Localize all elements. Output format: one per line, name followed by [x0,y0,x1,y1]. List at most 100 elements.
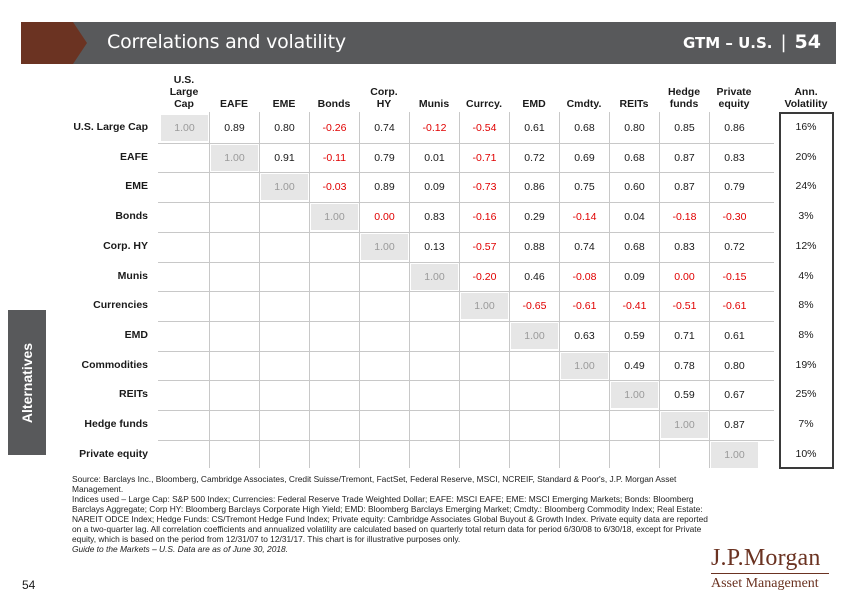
correlation-cell: -0.61 [572,300,597,313]
correlation-cell: 0.68 [624,151,645,164]
volatility-cell: 4% [798,269,814,282]
correlation-cell: 0.87 [724,419,745,431]
logo-subtitle: Asset Management [711,576,819,591]
correlation-cell: 0.86 [524,181,545,194]
row-label: Currencies [93,299,148,312]
row-label: Commodities [81,358,148,371]
correlation-cell: -0.15 [722,270,747,283]
section-tab: Alternatives [8,310,46,455]
header-meta: GTM – U.S. | 54 [683,31,821,53]
correlation-cell: 0.29 [524,211,545,224]
correlation-cell: 0.09 [624,270,645,283]
correlation-cell: -0.65 [522,300,547,313]
grid-line [158,231,774,233]
header-separator: | [780,32,787,53]
footnotes: Source: Barclays Inc., Bloomberg, Cambri… [72,474,712,554]
volatility-cell: 8% [798,299,814,312]
grid-line [309,112,310,468]
correlation-cell: -0.08 [572,270,597,283]
correlation-cell: -0.18 [672,211,697,224]
column-header: REITs [619,98,649,110]
grid-line [709,112,710,468]
row-label: Corp. HY [103,239,148,252]
volatility-cell: 16% [795,121,817,133]
correlation-cell: 0.83 [674,240,695,253]
volatility-header: Ann. Volatility [784,86,828,110]
correlation-cell: 0.46 [524,270,545,283]
correlation-cell: 0.69 [574,151,595,164]
diagonal-cell: 1.00 [161,115,208,141]
diagonal-cell: 1.00 [361,233,408,260]
volatility-box [779,112,834,469]
correlation-cell: 0.74 [574,240,595,253]
correlation-cell: 0.00 [674,270,695,283]
correlation-cell: 0.68 [574,122,595,134]
correlation-cell: 0.80 [274,122,295,134]
correlation-cell: 0.80 [724,359,745,372]
row-label: Bonds [115,210,148,223]
correlation-cell: -0.73 [472,181,497,194]
page-number: 54 [22,578,36,592]
correlation-cell: 0.85 [674,122,695,134]
column-header: EMD [522,98,546,110]
volatility-cell: 25% [795,388,817,401]
volatility-cell: 12% [795,239,817,252]
correlation-cell: 0.68 [624,240,645,253]
correlation-cell: 0.59 [674,389,695,402]
diagonal-cell: 1.00 [511,322,558,349]
correlation-cell: 0.61 [724,329,745,342]
header-bar [73,22,836,64]
correlation-cell: -0.30 [722,211,747,224]
jpmorgan-logo: J.P.Morgan Asset Management [711,545,829,592]
column-header: Cmdty. [566,98,602,110]
correlation-cell: -0.61 [722,300,747,313]
guide-note: Guide to the Markets – U.S. Data are as … [72,544,289,554]
correlation-cell: 0.59 [624,329,645,342]
correlation-cell: -0.20 [472,270,497,283]
volatility-cell: 20% [795,150,817,163]
correlation-cell: -0.51 [672,300,697,313]
grid-line [158,291,774,293]
volatility-cell: 24% [795,180,817,193]
source-note: Source: Barclays Inc., Bloomberg, Cambri… [72,474,677,494]
diagonal-cell: 1.00 [211,144,258,171]
column-header: U.S. Large Cap [169,74,199,110]
grid-line [158,261,774,263]
grid-line [459,112,460,468]
column-header: EME [272,98,296,110]
correlation-cell: 0.72 [524,151,545,164]
logo-wordmark: J.P.Morgan [711,545,821,571]
row-label: U.S. Large Cap [73,121,148,133]
logo-rule [711,573,829,574]
column-header: Currcy. [466,98,502,110]
grid-line [359,112,360,468]
correlation-cell: -0.03 [322,181,347,194]
grid-line [158,380,774,382]
correlation-cell: 0.86 [724,122,745,134]
grid-line [609,112,610,468]
correlation-cell: 0.61 [524,122,545,134]
diagonal-cell: 1.00 [711,441,758,468]
correlation-cell: 0.78 [674,359,695,372]
gtm-label: GTM – U.S. [682,34,773,52]
grid-line [158,410,774,411]
section-tab-label: Alternatives [19,342,35,423]
grid-line [158,439,774,441]
correlation-cell: -0.12 [422,122,447,134]
correlation-cell: 0.13 [424,240,445,253]
volatility-cell: 3% [798,210,814,223]
correlation-cell: 0.75 [574,181,595,194]
correlation-cell: 0.83 [424,211,445,224]
correlation-cell: -0.14 [572,211,597,224]
diagonal-cell: 1.00 [561,352,608,379]
correlation-cell: -0.54 [472,122,497,134]
correlation-cell: -0.41 [622,300,647,313]
grid-line [158,350,774,352]
grid-line [158,320,774,322]
diagonal-cell: 1.00 [611,382,658,409]
column-header: Private equity [716,86,752,110]
volatility-cell: 8% [798,328,814,341]
row-label: Hedge funds [84,418,148,430]
grid-line [509,112,510,468]
correlation-cell: 0.72 [724,240,745,253]
